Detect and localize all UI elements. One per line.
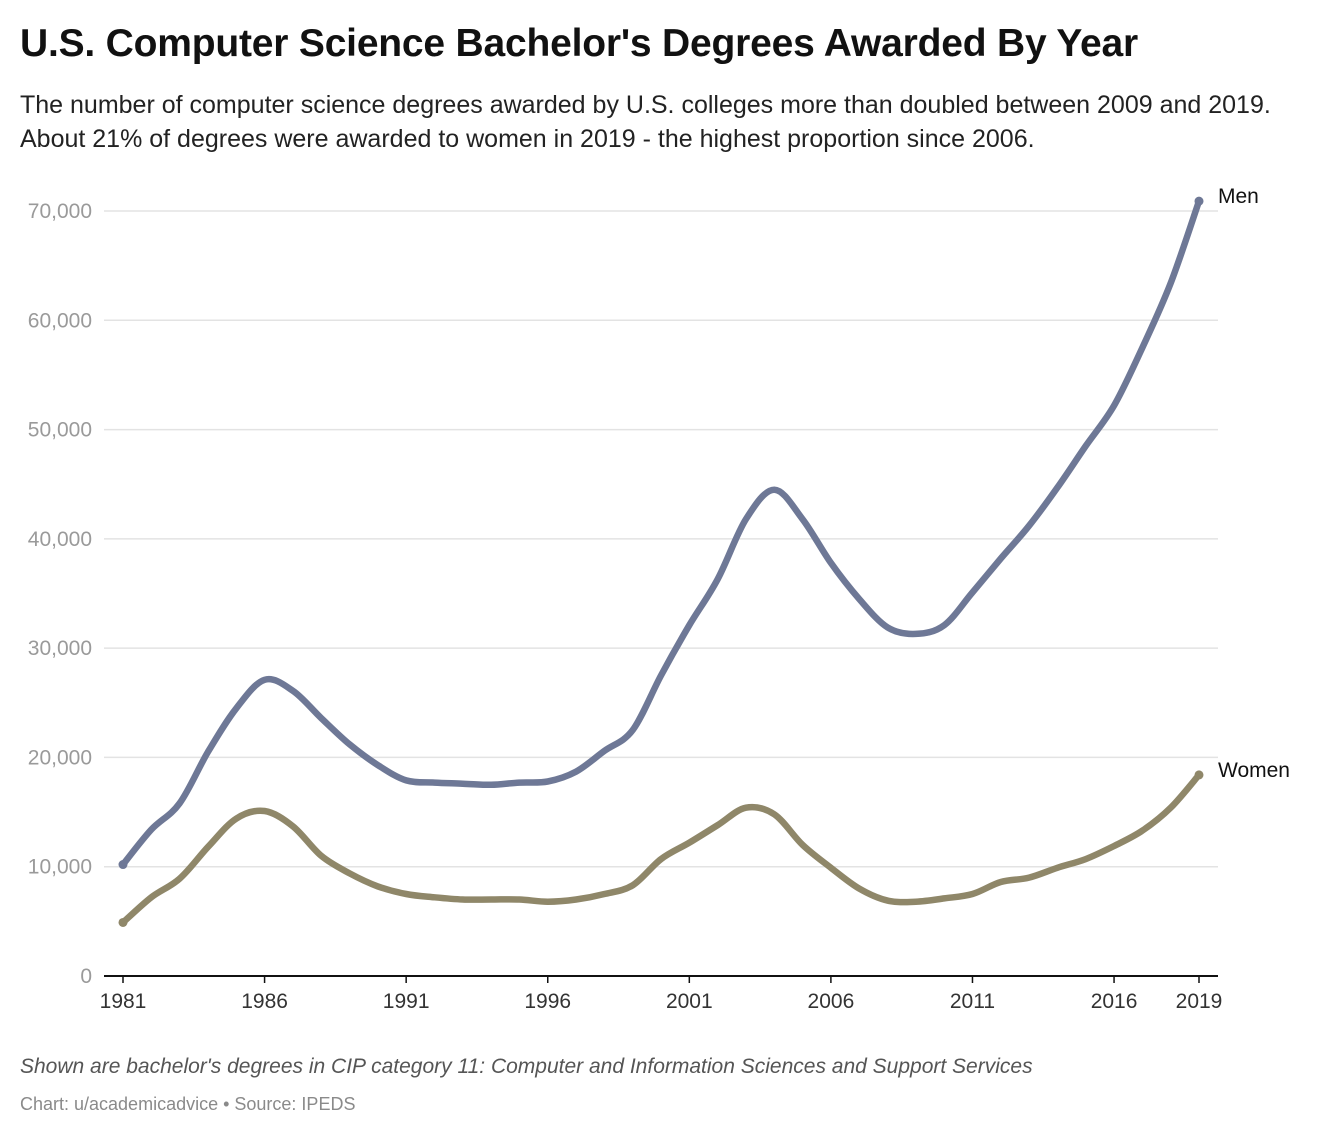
y-axis-ticks: 0 10,000 20,000 30,000 40,000 50,000 60,000 70,… [28, 200, 92, 988]
x-tick-label: 2011 [950, 990, 995, 1013]
series-lines [119, 197, 1203, 926]
x-tick-label: 1991 [383, 990, 430, 1013]
y-tick-label: 10,000 [28, 856, 92, 879]
x-tick-label: 2016 [1091, 990, 1138, 1013]
x-axis-ticks: 1981 1986 1991 1996 2001 2006 2011 2016 2019 [100, 976, 1223, 1013]
chart-note: Shown are bachelor's degrees in CIP cate… [20, 1055, 1033, 1078]
series-line-men [119, 197, 1203, 868]
series-endpoints [118, 196, 1204, 927]
chart-credit: Chart: u/academicadvice • Source: IPEDS [20, 1094, 356, 1114]
chart-title: U.S. Computer Science Bachelor's Degrees… [20, 22, 1138, 65]
y-tick-label: 20,000 [28, 746, 92, 769]
series-line-women [119, 771, 1203, 926]
x-tick-label: 2006 [808, 990, 855, 1013]
y-tick-label: 30,000 [28, 637, 92, 660]
chart-subtitle: The number of computer science degrees a… [20, 91, 1271, 153]
series-label-women: Women [1218, 759, 1290, 782]
y-tick-label: 40,000 [28, 528, 92, 551]
series-end-point-men [1194, 196, 1204, 206]
series-label-men: Men [1218, 185, 1259, 208]
y-tick-label: 0 [80, 965, 92, 988]
series-labels: Men Women [1218, 185, 1290, 782]
series-start-point-men [118, 860, 128, 870]
y-tick-label: 60,000 [28, 309, 92, 332]
x-tick-label: 1986 [241, 990, 288, 1013]
y-tick-label: 50,000 [28, 419, 92, 442]
x-tick-label: 1981 [100, 990, 147, 1013]
series-start-point-women [118, 917, 128, 927]
x-tick-label: 2001 [666, 990, 713, 1013]
series-end-point-women [1194, 770, 1204, 780]
x-tick-label: 1996 [524, 990, 571, 1013]
x-tick-label: 2019 [1176, 990, 1223, 1013]
y-tick-label: 70,000 [28, 200, 92, 223]
gridlines [104, 210, 1218, 868]
